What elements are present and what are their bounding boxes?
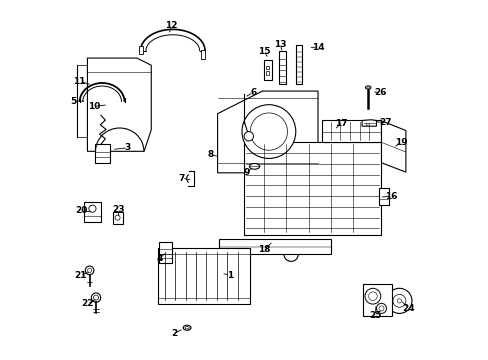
Polygon shape [87,58,151,151]
Circle shape [242,105,295,158]
Circle shape [85,266,94,275]
Circle shape [115,215,120,220]
Ellipse shape [366,87,369,88]
Ellipse shape [184,327,189,329]
Bar [296,45,302,84]
Bar [159,242,172,263]
Ellipse shape [365,86,370,89]
Text: 25: 25 [368,311,381,320]
Bar [265,66,268,69]
Circle shape [89,205,96,212]
Text: 4: 4 [157,254,163,263]
Text: 23: 23 [113,205,125,214]
Bar [265,71,268,75]
Bar [201,50,204,59]
Text: 17: 17 [334,119,347,128]
Bar [83,202,101,222]
Circle shape [91,293,101,302]
Text: 20: 20 [75,206,87,215]
Text: 6: 6 [250,87,256,96]
Bar [362,284,391,316]
Text: 5: 5 [70,96,76,105]
Polygon shape [321,120,380,142]
Circle shape [93,295,99,300]
Polygon shape [218,239,330,254]
Circle shape [244,132,253,141]
Circle shape [87,268,92,273]
Text: 12: 12 [164,21,177,30]
Text: 10: 10 [87,102,100,111]
Circle shape [378,306,383,311]
Circle shape [392,294,405,307]
Ellipse shape [183,325,191,330]
Text: 11: 11 [73,77,85,86]
Polygon shape [94,144,110,163]
Bar [139,45,142,54]
Circle shape [368,292,376,301]
Polygon shape [362,120,376,126]
Text: 26: 26 [374,87,386,96]
Bar [365,123,368,126]
Text: 3: 3 [124,143,131,152]
Circle shape [396,299,401,303]
Text: 7: 7 [178,174,184,183]
Circle shape [364,288,380,304]
Text: 13: 13 [274,40,286,49]
Bar [158,248,249,304]
Polygon shape [217,91,317,173]
Text: 9: 9 [243,168,249,177]
Text: 2: 2 [171,329,177,338]
Polygon shape [381,121,405,172]
Circle shape [250,113,287,150]
Text: 15: 15 [258,47,270,56]
Text: 21: 21 [74,270,86,279]
Text: 18: 18 [258,246,270,255]
Polygon shape [244,142,380,234]
Circle shape [376,303,386,314]
Ellipse shape [249,163,259,169]
Bar [278,51,285,84]
Text: 27: 27 [378,118,390,127]
Text: 14: 14 [311,43,324,52]
Text: 1: 1 [226,270,233,279]
Bar [264,59,272,80]
Text: 16: 16 [385,192,397,201]
Text: 8: 8 [207,150,213,159]
Circle shape [386,288,411,314]
Text: 19: 19 [394,138,407,147]
Text: 22: 22 [81,299,94,308]
Bar [378,188,388,205]
Text: 24: 24 [402,303,414,312]
Bar [112,212,122,224]
